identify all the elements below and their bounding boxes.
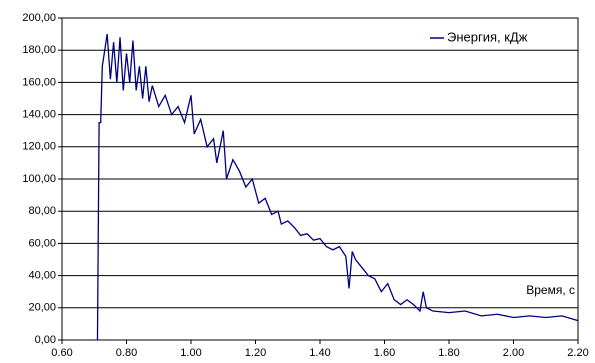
x-tick-label: 1.60: [374, 347, 395, 359]
x-tick-label: 2.00: [503, 347, 524, 359]
data-line: [96, 34, 579, 341]
x-tick-label: 0.60: [51, 347, 72, 359]
y-tick-label: 120,00: [22, 141, 56, 153]
y-tick-label: 60,00: [28, 237, 56, 249]
y-tick-label: 80,00: [28, 205, 56, 217]
x-tick-label: 1.00: [180, 347, 201, 359]
x-tick-label: 1.40: [309, 347, 330, 359]
legend-text: Энергия, кДж: [447, 29, 528, 44]
x-tick-label: 1.20: [245, 347, 266, 359]
axis-title-bg: [508, 282, 576, 300]
y-tick-label: 160,00: [22, 76, 56, 88]
y-tick-label: 200,00: [22, 12, 56, 24]
y-tick-label: 0,00: [35, 334, 56, 346]
x-axis-title: Время, с: [526, 283, 575, 297]
y-tick-label: 180,00: [22, 44, 56, 56]
x-tick-label: 1.80: [438, 347, 459, 359]
y-tick-label: 100,00: [22, 173, 56, 185]
y-tick-label: 20,00: [28, 302, 56, 314]
y-tick-label: 140,00: [22, 109, 56, 121]
x-tick-label: 0.80: [116, 347, 137, 359]
y-tick-label: 40,00: [28, 270, 56, 282]
legend-box: [425, 28, 575, 48]
x-tick-label: 2.20: [567, 347, 588, 359]
